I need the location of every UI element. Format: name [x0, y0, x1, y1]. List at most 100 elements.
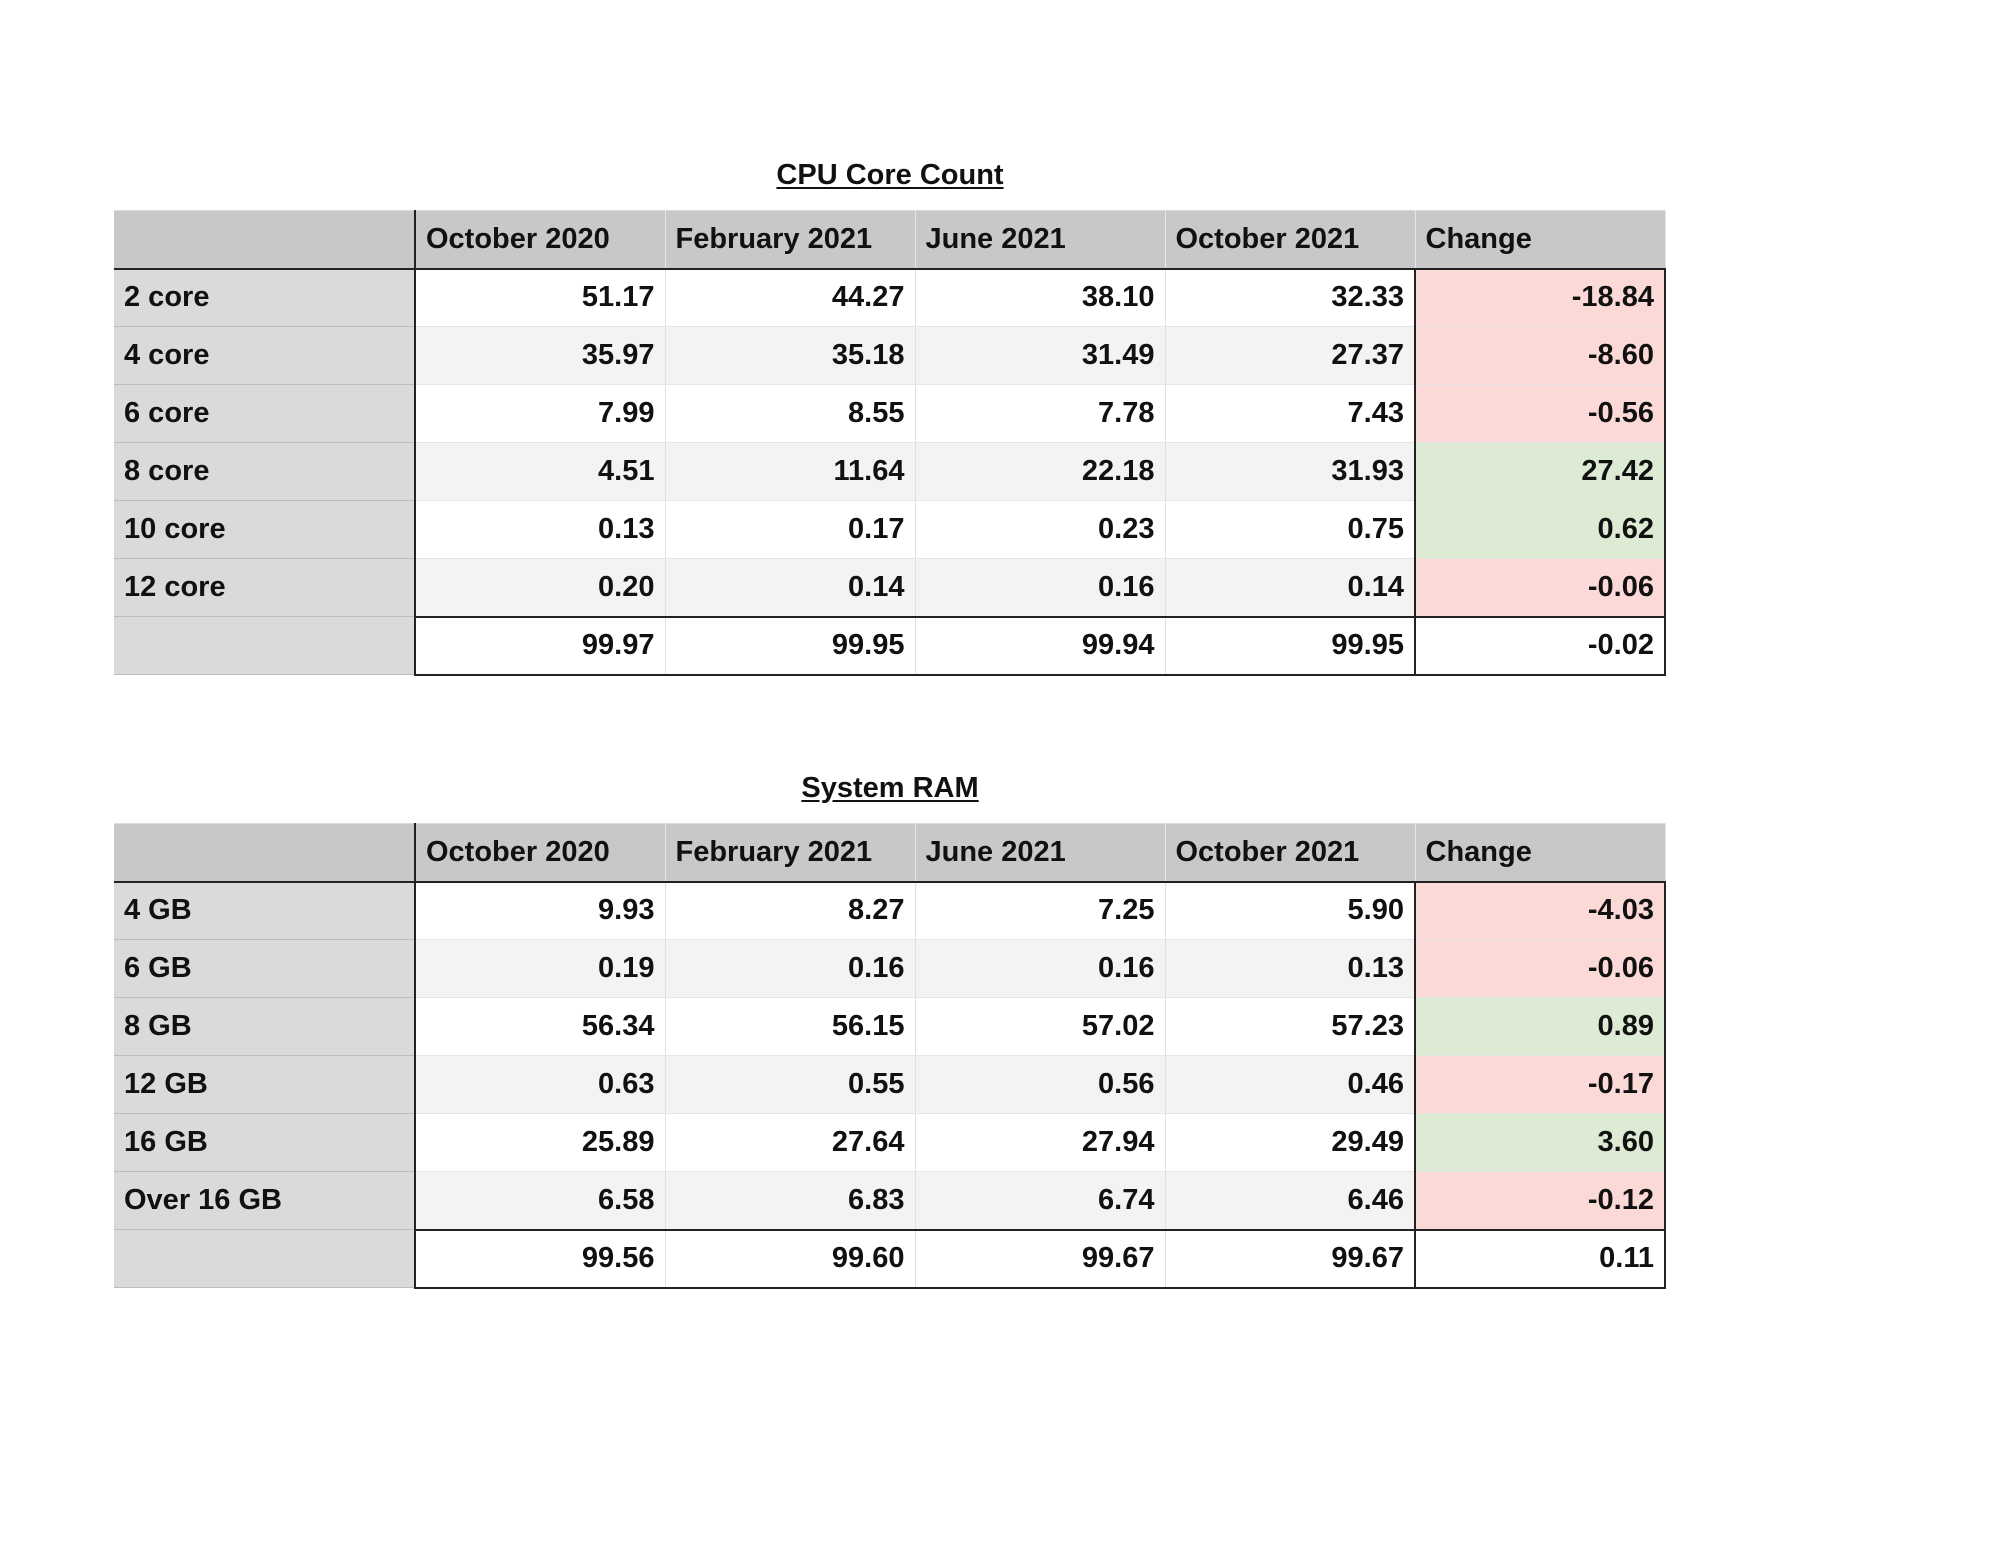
- header-cell-jun-2021: June 2021: [915, 210, 1166, 270]
- table-row: Over 16 GB 6.58 6.83 6.74 6.46 -0.12: [114, 1171, 1666, 1230]
- row-label: 4 core: [114, 326, 416, 385]
- header-row: October 2020 February 2021 June 2021 Oct…: [114, 823, 1666, 883]
- value-cell: 0.20: [415, 558, 666, 617]
- value-cell: 6.58: [415, 1171, 666, 1230]
- value-cell: 0.14: [1165, 558, 1416, 617]
- table-row: 2 core 51.17 44.27 38.10 32.33 -18.84: [114, 268, 1666, 327]
- change-cell: -0.06: [1414, 558, 1666, 617]
- row-label: 16 GB: [114, 1113, 416, 1172]
- total-value-cell: 99.67: [1165, 1228, 1416, 1289]
- total-value-cell: 99.94: [915, 615, 1166, 676]
- value-cell: 27.64: [665, 1113, 916, 1172]
- value-cell: 0.75: [1165, 500, 1416, 559]
- table-body: 4 GB 9.93 8.27 7.25 5.90 -4.03 6 GB 0.19 0.16 0.1…: [114, 881, 1666, 1289]
- table-header: October 2020 February 2021 June 2021 Oct…: [114, 823, 1666, 883]
- row-label: 12 GB: [114, 1055, 416, 1114]
- value-cell: 25.89: [415, 1113, 666, 1172]
- value-cell: 0.14: [665, 558, 916, 617]
- value-cell: 32.33: [1165, 268, 1416, 327]
- header-cell-change: Change: [1415, 210, 1666, 270]
- header-cell-blank: [114, 823, 416, 883]
- change-cell: -8.60: [1414, 326, 1666, 385]
- row-label: 8 GB: [114, 997, 416, 1056]
- total-value-cell: 99.95: [1165, 615, 1416, 676]
- value-cell: 22.18: [915, 442, 1166, 501]
- system-ram-table: October 2020 February 2021 June 2021 Oct…: [114, 823, 1666, 1289]
- value-cell: 6.74: [915, 1171, 1166, 1230]
- row-label: 12 core: [114, 558, 416, 617]
- total-value-cell: 99.67: [915, 1228, 1166, 1289]
- header-cell-oct-2020: October 2020: [415, 823, 666, 883]
- table-row: 6 core 7.99 8.55 7.78 7.43 -0.56: [114, 384, 1666, 443]
- value-cell: 27.37: [1165, 326, 1416, 385]
- total-value-cell: 99.95: [665, 615, 916, 676]
- system-ram-title: System RAM: [801, 772, 979, 804]
- value-cell: 0.55: [665, 1055, 916, 1114]
- row-label: 10 core: [114, 500, 416, 559]
- table-row: 12 GB 0.63 0.55 0.56 0.46 -0.17: [114, 1055, 1666, 1114]
- table-body: 2 core 51.17 44.27 38.10 32.33 -18.84 4 core 35…: [114, 268, 1666, 676]
- value-cell: 31.49: [915, 326, 1166, 385]
- value-cell: 0.17: [665, 500, 916, 559]
- header-cell-feb-2021: February 2021: [665, 823, 916, 883]
- value-cell: 7.25: [915, 881, 1166, 940]
- total-row-label: [114, 1229, 416, 1288]
- value-cell: 7.43: [1165, 384, 1416, 443]
- table-row: 6 GB 0.19 0.16 0.16 0.13 -0.06: [114, 939, 1666, 998]
- value-cell: 0.63: [415, 1055, 666, 1114]
- value-cell: 35.97: [415, 326, 666, 385]
- header-cell-jun-2021: June 2021: [915, 823, 1166, 883]
- change-cell: -18.84: [1414, 268, 1666, 327]
- value-cell: 8.55: [665, 384, 916, 443]
- total-row: 99.97 99.95 99.94 99.95 -0.02: [114, 615, 1666, 676]
- table-header: October 2020 February 2021 June 2021 Oct…: [114, 210, 1666, 270]
- row-label: 4 GB: [114, 881, 416, 940]
- value-cell: 7.78: [915, 384, 1166, 443]
- total-change-cell: -0.02: [1414, 615, 1666, 676]
- header-row: October 2020 February 2021 June 2021 Oct…: [114, 210, 1666, 270]
- row-label: 2 core: [114, 268, 416, 327]
- value-cell: 8.27: [665, 881, 916, 940]
- value-cell: 57.23: [1165, 997, 1416, 1056]
- value-cell: 9.93: [415, 881, 666, 940]
- total-row-label: [114, 616, 416, 675]
- total-value-cell: 99.60: [665, 1228, 916, 1289]
- value-cell: 44.27: [665, 268, 916, 327]
- change-cell: -4.03: [1414, 881, 1666, 940]
- row-label: 8 core: [114, 442, 416, 501]
- total-value-cell: 99.56: [415, 1228, 666, 1289]
- change-cell: -0.06: [1414, 939, 1666, 998]
- cpu-core-count-title: CPU Core Count: [776, 159, 1004, 191]
- value-cell: 35.18: [665, 326, 916, 385]
- change-cell: 0.89: [1414, 997, 1666, 1056]
- value-cell: 29.49: [1165, 1113, 1416, 1172]
- value-cell: 7.99: [415, 384, 666, 443]
- row-label: 6 core: [114, 384, 416, 443]
- value-cell: 0.56: [915, 1055, 1166, 1114]
- value-cell: 0.13: [415, 500, 666, 559]
- cpu-core-count-table: October 2020 February 2021 June 2021 Oct…: [114, 210, 1666, 676]
- change-cell: -0.17: [1414, 1055, 1666, 1114]
- value-cell: 31.93: [1165, 442, 1416, 501]
- header-cell-blank: [114, 210, 416, 270]
- row-label: Over 16 GB: [114, 1171, 416, 1230]
- total-row: 99.56 99.60 99.67 99.67 0.11: [114, 1228, 1666, 1289]
- change-cell: -0.56: [1414, 384, 1666, 443]
- value-cell: 56.34: [415, 997, 666, 1056]
- value-cell: 0.23: [915, 500, 1166, 559]
- value-cell: 51.17: [415, 268, 666, 327]
- change-cell: -0.12: [1414, 1171, 1666, 1230]
- table-row: 4 core 35.97 35.18 31.49 27.37 -8.60: [114, 326, 1666, 385]
- row-label: 6 GB: [114, 939, 416, 998]
- value-cell: 57.02: [915, 997, 1166, 1056]
- table-row: 4 GB 9.93 8.27 7.25 5.90 -4.03: [114, 881, 1666, 940]
- header-cell-change: Change: [1415, 823, 1666, 883]
- table-row: 10 core 0.13 0.17 0.23 0.75 0.62: [114, 500, 1666, 559]
- header-cell-oct-2021: October 2021: [1165, 823, 1416, 883]
- change-cell: 3.60: [1414, 1113, 1666, 1172]
- value-cell: 0.19: [415, 939, 666, 998]
- value-cell: 0.16: [665, 939, 916, 998]
- value-cell: 56.15: [665, 997, 916, 1056]
- value-cell: 11.64: [665, 442, 916, 501]
- value-cell: 0.16: [915, 558, 1166, 617]
